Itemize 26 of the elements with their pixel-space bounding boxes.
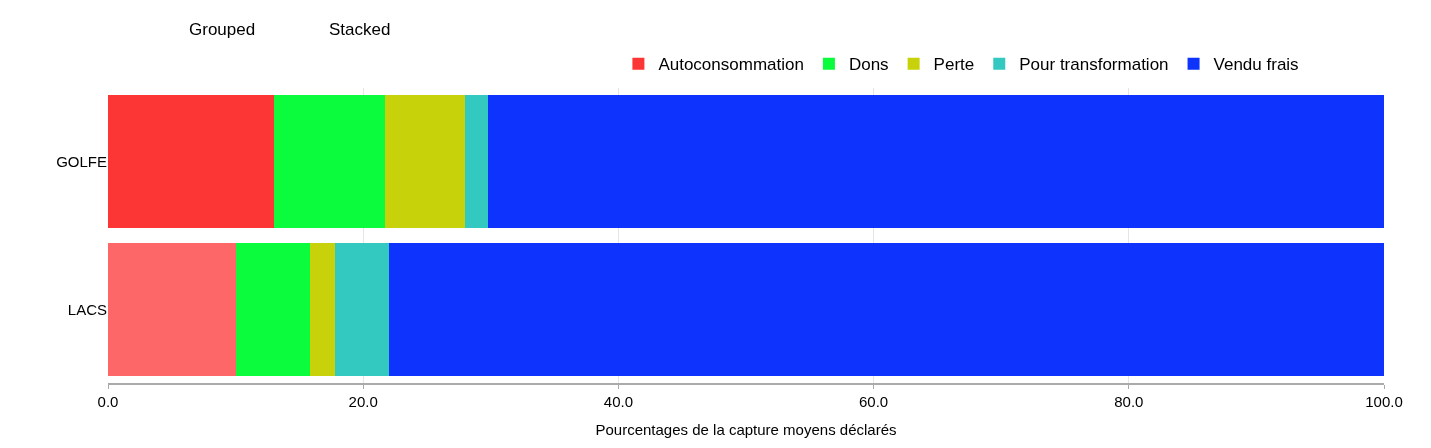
x-tick-label: 80.0 — [1114, 393, 1144, 410]
bar — [335, 242, 389, 376]
bar — [465, 95, 489, 229]
bar — [384, 95, 466, 229]
bar — [309, 242, 336, 376]
bar — [388, 242, 1384, 376]
x-axis-title: Pourcentages de la capture moyens déclarés — [595, 420, 897, 438]
y-tick-label: LACS — [67, 300, 107, 318]
legend-label: Autoconsommation — [658, 55, 804, 75]
bar — [488, 95, 1384, 229]
x-tick-label: 0.0 — [97, 393, 119, 410]
x-tick-label: 60.0 — [859, 393, 889, 410]
text: Grouped — [189, 20, 256, 39]
bar — [273, 95, 385, 229]
legend-label: Vendu frais — [1213, 55, 1299, 75]
legend-label: Perte — [933, 55, 975, 75]
bar — [108, 242, 236, 376]
x-tick-label: 20.0 — [348, 393, 378, 410]
legend-label: Dons — [848, 55, 889, 75]
x-tick-label: 100.0 — [1365, 393, 1403, 410]
text: Stacked — [329, 20, 391, 39]
x-tick-label: 40.0 — [603, 393, 633, 410]
bar — [235, 242, 310, 376]
legend-label: Pour transformation — [1019, 55, 1169, 75]
y-tick-label: GOLFE — [56, 153, 107, 170]
bar — [108, 95, 274, 229]
